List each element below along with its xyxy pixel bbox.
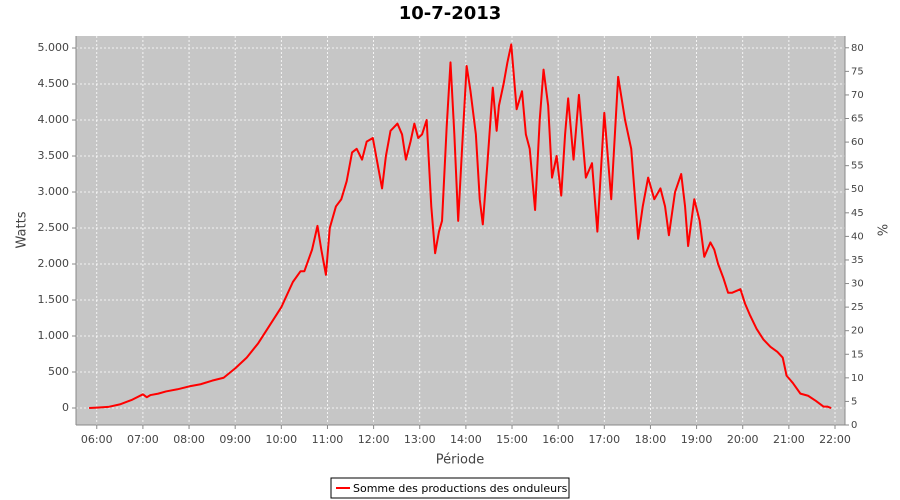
y2-tick-label: 75 <box>851 66 864 77</box>
x-tick-label: 10:00 <box>265 433 297 446</box>
x-tick-label: 18:00 <box>635 433 667 446</box>
y2-tick-label: 20 <box>851 326 864 337</box>
y2-tick-label: 50 <box>851 184 864 195</box>
plot-area <box>76 36 845 425</box>
y2-tick-label: 15 <box>851 349 864 360</box>
y-axis-label: Watts <box>15 211 30 248</box>
y2-tick-label: 80 <box>851 43 864 54</box>
y2-tick-label: 65 <box>851 114 864 125</box>
y2-tick-label: 40 <box>851 231 864 242</box>
y2-tick-label: 5 <box>851 396 857 407</box>
x-tick-label: 21:00 <box>773 433 805 446</box>
x-axis-label: Période <box>436 453 485 468</box>
x-tick-label: 09:00 <box>219 433 251 446</box>
legend-label: Somme des productions des onduleurs <box>353 482 568 495</box>
x-tick-label: 15:00 <box>496 433 528 446</box>
y2-tick-label: 0 <box>851 420 857 431</box>
x-tick-label: 14:00 <box>450 433 482 446</box>
legend-box <box>330 477 570 499</box>
y2-tick-label: 10 <box>851 373 864 384</box>
y2-tick-label: 45 <box>851 208 864 219</box>
x-tick-label: 16:00 <box>542 433 574 446</box>
y2-tick-label: 60 <box>851 137 864 148</box>
y-tick-label: 4.500 <box>38 77 70 90</box>
x-tick-label: 11:00 <box>312 433 344 446</box>
x-tick-label: 13:00 <box>404 433 436 446</box>
y2-tick-label: 70 <box>851 90 864 101</box>
y2-axis-label: % <box>874 224 889 236</box>
y-tick-label: 3.500 <box>38 149 70 162</box>
y-tick-label: 2.500 <box>38 221 70 234</box>
y-tick-label: 1.500 <box>38 293 70 306</box>
legend: Somme des productions des onduleurs <box>330 477 570 499</box>
x-tick-label: 17:00 <box>588 433 620 446</box>
y2-tick-label: 35 <box>851 255 864 266</box>
y2-tick-label: 30 <box>851 279 864 290</box>
y2-tick-label: 25 <box>851 302 864 313</box>
y-tick-label: 500 <box>48 365 69 378</box>
x-tick-label: 20:00 <box>727 433 759 446</box>
chart-title: 10-7-2013 <box>399 3 502 24</box>
x-tick-label: 22:00 <box>819 433 851 446</box>
x-tick-label: 08:00 <box>173 433 205 446</box>
y2-tick-label: 55 <box>851 161 864 172</box>
x-tick-label: 19:00 <box>681 433 713 446</box>
x-tick-label: 12:00 <box>358 433 390 446</box>
y-tick-label: 4.000 <box>38 113 70 126</box>
x-tick-label: 07:00 <box>127 433 159 446</box>
y-tick-label: 1.000 <box>38 329 70 342</box>
data-line <box>89 43 832 410</box>
y-tick-label: 3.000 <box>38 185 70 198</box>
x-tick-label: 06:00 <box>81 433 113 446</box>
y-tick-label: 2.000 <box>38 257 70 270</box>
y-tick-label: 0 <box>62 401 69 414</box>
y-tick-label: 5.000 <box>38 41 70 54</box>
